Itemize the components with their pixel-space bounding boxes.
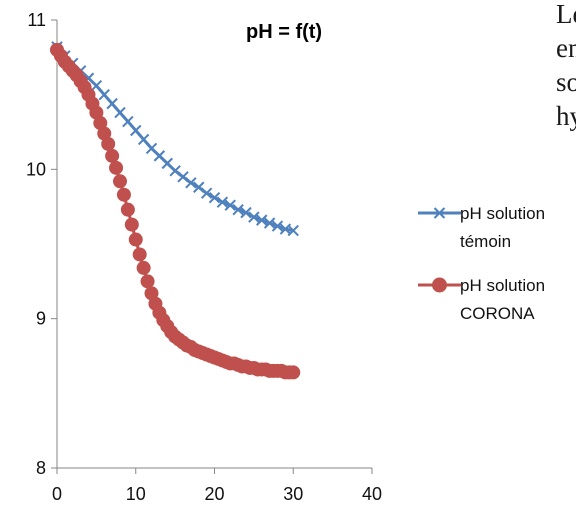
data-point xyxy=(287,224,299,237)
x-tick-label: 20 xyxy=(204,484,224,504)
data-point xyxy=(90,79,103,92)
data-point xyxy=(240,206,252,219)
data-point xyxy=(208,191,221,204)
legend-label: pH solution xyxy=(460,276,545,295)
series-corona xyxy=(50,42,301,380)
legend-entry: pH solution témoin xyxy=(418,204,545,251)
data-point xyxy=(120,202,135,217)
axes: 8 9 10 11 0 10 20 30 40 xyxy=(26,10,382,504)
data-point xyxy=(114,106,126,119)
data-point xyxy=(169,165,181,177)
x-tick-label: 30 xyxy=(283,484,303,504)
legend-label: CORONA xyxy=(460,304,535,323)
legend-marker xyxy=(433,207,446,219)
legend: pH solution témoin pH solution CORONA xyxy=(418,204,545,323)
data-point xyxy=(101,136,116,151)
data-point xyxy=(132,247,147,262)
data-point xyxy=(122,115,134,128)
data-point xyxy=(286,365,301,380)
data-point xyxy=(109,160,124,175)
series-layer xyxy=(50,41,301,380)
legend-entry: pH solution CORONA xyxy=(418,276,545,323)
data-point xyxy=(177,171,189,183)
data-point xyxy=(136,260,151,275)
data-point xyxy=(193,181,205,193)
data-point xyxy=(105,148,120,163)
page-text-line-3: so xyxy=(556,67,576,97)
data-point xyxy=(140,274,155,289)
data-point xyxy=(263,217,276,229)
x-tick-label: 40 xyxy=(362,484,382,504)
page-text-line-1: Le xyxy=(556,0,576,29)
data-point xyxy=(124,217,139,232)
data-point xyxy=(271,220,284,232)
y-tick-label: 9 xyxy=(36,309,46,329)
y-tick-label: 8 xyxy=(36,458,46,478)
data-point xyxy=(106,97,118,110)
data-point xyxy=(256,214,268,226)
chart-title: pH = f(t) xyxy=(246,21,322,43)
page-text-line-2: en xyxy=(556,33,576,63)
y-tick-label: 11 xyxy=(27,10,46,30)
x-tick-label: 0 xyxy=(52,484,62,504)
data-point xyxy=(116,187,131,202)
legend-label: pH solution xyxy=(460,204,545,223)
data-point xyxy=(185,177,197,189)
y-tick-label: 10 xyxy=(26,159,46,179)
data-point xyxy=(128,232,143,247)
x-tick-label: 10 xyxy=(126,484,146,504)
page-text-line-4: hy xyxy=(556,101,576,131)
data-point xyxy=(224,199,236,211)
series-temoin xyxy=(51,41,299,237)
data-point xyxy=(200,187,213,199)
data-point xyxy=(137,133,150,146)
data-point xyxy=(113,174,127,189)
data-point xyxy=(216,196,229,208)
legend-label: témoin xyxy=(460,232,511,251)
data-point xyxy=(232,203,244,216)
data-point xyxy=(98,88,110,101)
data-point xyxy=(248,211,260,223)
legend-marker xyxy=(432,277,447,293)
data-point xyxy=(130,124,142,137)
